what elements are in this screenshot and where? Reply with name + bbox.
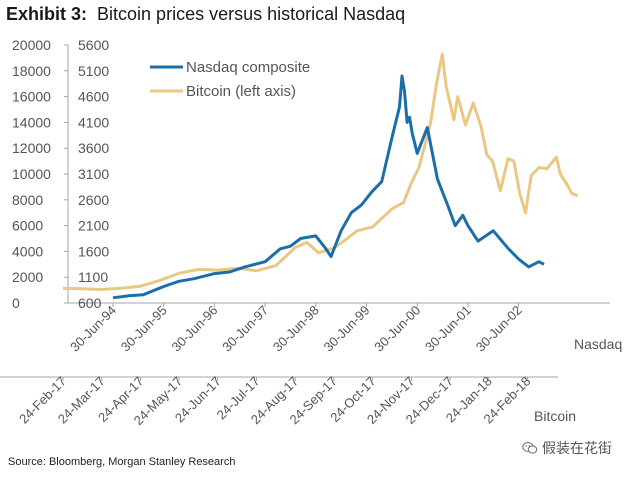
y-left-tick-label: 16000 [12, 89, 51, 105]
y-left-tick-label: 14000 [12, 114, 51, 130]
x-top-tick-label: 30-Jun-97 [219, 303, 271, 355]
watermark: 假装在花街 [522, 438, 612, 458]
x-top-tick-label: 30-Jun-96 [169, 303, 221, 355]
y-left-tick-label: 0 [12, 295, 20, 311]
y-right-tick-label: 4600 [78, 89, 109, 105]
x-top-tick-label: 30-Jun-00 [371, 303, 423, 355]
y-right-tick-label: 5100 [78, 63, 109, 79]
x-top-tick-label: 30-Jun-98 [270, 303, 322, 355]
x-top-axis-label: Nasdaq [574, 336, 622, 352]
source-note: Source: Bloomberg, Morgan Stanley Resear… [8, 456, 236, 468]
bitcoin-series-line [62, 52, 579, 291]
y-left-tick-label: 4000 [12, 243, 43, 259]
y-right-tick-label: 5600 [78, 37, 109, 53]
x-top-tick-label: 30-Jun-02 [473, 303, 525, 355]
legend-label-bitcoin: Bitcoin (left axis) [186, 83, 296, 100]
y-left-tick-label: 18000 [12, 63, 51, 79]
chart-title: Exhibit 3: Bitcoin prices versus histori… [6, 4, 405, 25]
x-top-tick-label: 30-Jun-01 [422, 303, 474, 355]
watermark-text: 假装在花街 [542, 440, 612, 456]
y-left-tick-label: 6000 [12, 218, 43, 234]
x-top-tick-label: 30-Jun-99 [321, 303, 373, 355]
y-right-tick-label: 600 [78, 295, 102, 311]
x-bottom-axis-label: Bitcoin [534, 408, 576, 424]
y-right-tick-label: 2100 [78, 218, 109, 234]
legend-label-nasdaq: Nasdaq composite [186, 59, 310, 76]
y-right-tick-label: 1100 [78, 269, 108, 285]
y-right-tick-label: 3600 [78, 140, 109, 156]
y-left-tick-label: 8000 [12, 192, 43, 208]
y-left-tick-label: 2000 [12, 269, 43, 285]
y-right-tick-label: 1600 [78, 243, 109, 259]
x-top-tick-label: 30-Jun-95 [118, 303, 170, 355]
exhibit-label: Exhibit 3: [6, 4, 88, 24]
y-left-tick-label: 10000 [12, 166, 51, 182]
y-right-tick-label: 4100 [78, 114, 109, 130]
y-right-tick-label: 2600 [78, 192, 109, 208]
chart-title-text: Bitcoin prices versus historical Nasdaq [97, 4, 406, 24]
y-left-tick-label: 20000 [12, 37, 51, 53]
y-right-tick-label: 3100 [78, 166, 109, 182]
wechat-icon [522, 442, 538, 454]
nasdaq-series-line [112, 74, 545, 300]
y-left-tick-label: 12000 [12, 140, 51, 156]
